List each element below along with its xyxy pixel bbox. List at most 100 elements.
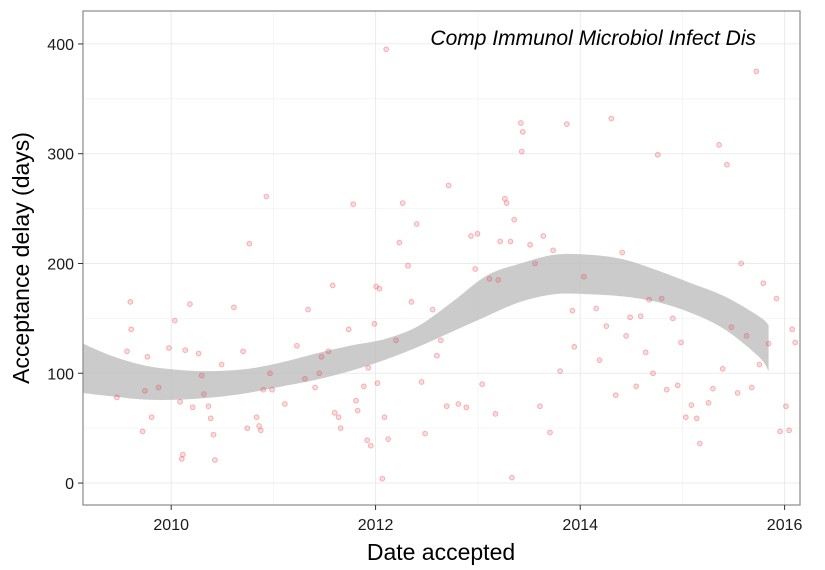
data-point xyxy=(312,384,318,391)
data-point xyxy=(177,398,183,405)
data-point xyxy=(144,353,151,360)
data-point xyxy=(682,414,689,421)
data-point xyxy=(294,342,300,349)
data-point xyxy=(316,370,323,377)
data-point xyxy=(789,326,796,333)
x-tick-label: 2010 xyxy=(153,517,189,534)
data-point xyxy=(563,121,570,127)
data-point xyxy=(509,474,515,481)
data-point xyxy=(756,361,763,368)
data-point xyxy=(418,379,425,385)
data-points xyxy=(114,46,799,482)
data-point xyxy=(519,128,526,135)
data-point xyxy=(468,233,474,239)
data-point xyxy=(445,182,452,189)
data-point xyxy=(383,46,390,53)
data-point xyxy=(422,430,428,437)
data-point xyxy=(650,370,656,377)
data-point xyxy=(688,402,695,408)
data-point xyxy=(263,193,270,200)
data-point xyxy=(608,115,615,122)
data-point xyxy=(537,403,543,410)
data-point xyxy=(502,195,508,202)
data-point xyxy=(374,380,381,386)
chart-title: Comp Immunol Microbiol Infect Dis xyxy=(430,27,756,50)
data-point xyxy=(716,142,722,148)
data-point xyxy=(472,266,479,272)
data-point xyxy=(518,120,524,126)
data-point xyxy=(693,415,700,422)
data-point xyxy=(127,299,134,305)
data-point xyxy=(331,409,338,416)
data-point xyxy=(603,323,610,329)
data-point xyxy=(773,295,780,302)
data-point xyxy=(623,333,629,339)
data-point xyxy=(345,326,352,333)
panel-background xyxy=(83,11,800,505)
data-point xyxy=(724,161,730,168)
data-point xyxy=(443,403,450,410)
data-point xyxy=(373,283,379,290)
y-tick-label: 200 xyxy=(47,256,74,273)
confidence-band xyxy=(83,253,769,400)
data-point xyxy=(627,314,633,321)
data-point xyxy=(777,428,783,435)
data-point xyxy=(218,361,225,368)
smooth-band xyxy=(83,253,769,400)
data-point xyxy=(550,247,556,254)
data-point xyxy=(305,306,311,313)
data-point xyxy=(633,383,640,390)
data-point xyxy=(663,386,670,393)
data-point xyxy=(350,201,357,208)
data-point xyxy=(189,404,196,411)
data-point xyxy=(396,239,403,246)
data-point xyxy=(642,349,649,356)
data-point xyxy=(547,429,553,436)
data-point xyxy=(654,151,661,158)
data-point xyxy=(658,295,665,302)
data-point xyxy=(783,403,789,410)
panel-border xyxy=(82,10,801,506)
grid-lines xyxy=(83,11,800,505)
data-point xyxy=(244,425,251,432)
data-point xyxy=(674,382,681,389)
data-point xyxy=(201,391,207,397)
data-point xyxy=(178,456,185,462)
data-point xyxy=(569,307,576,314)
data-point xyxy=(437,337,444,344)
data-point xyxy=(240,348,246,355)
data-point xyxy=(455,401,462,407)
data-point xyxy=(269,386,275,393)
data-point xyxy=(503,200,510,206)
data-point xyxy=(318,353,325,360)
y-tick-label: 100 xyxy=(47,366,74,383)
data-point xyxy=(148,414,155,421)
data-point xyxy=(364,437,371,444)
data-point xyxy=(256,423,262,429)
data-point xyxy=(518,148,525,155)
data-point xyxy=(705,400,712,406)
data-point xyxy=(719,366,726,372)
data-point xyxy=(187,301,193,307)
data-point xyxy=(619,249,626,256)
data-point xyxy=(670,315,676,322)
data-point xyxy=(413,221,420,227)
y-tick-label: 300 xyxy=(47,147,74,164)
data-point xyxy=(710,385,716,392)
data-point xyxy=(367,442,374,449)
data-point xyxy=(738,260,745,267)
data-point xyxy=(282,401,288,407)
x-tick-label: 2012 xyxy=(358,517,394,534)
data-point xyxy=(612,392,619,399)
x-tick-label: 2016 xyxy=(767,517,803,534)
data-point xyxy=(760,280,767,287)
data-point xyxy=(166,345,172,351)
data-point xyxy=(231,304,237,311)
data-point xyxy=(753,68,760,75)
data-point xyxy=(379,475,386,482)
y-axis-title: Acceptance delay (days) xyxy=(8,132,34,384)
data-point xyxy=(434,352,440,359)
data-point xyxy=(246,240,253,247)
plot-panel xyxy=(82,10,801,506)
